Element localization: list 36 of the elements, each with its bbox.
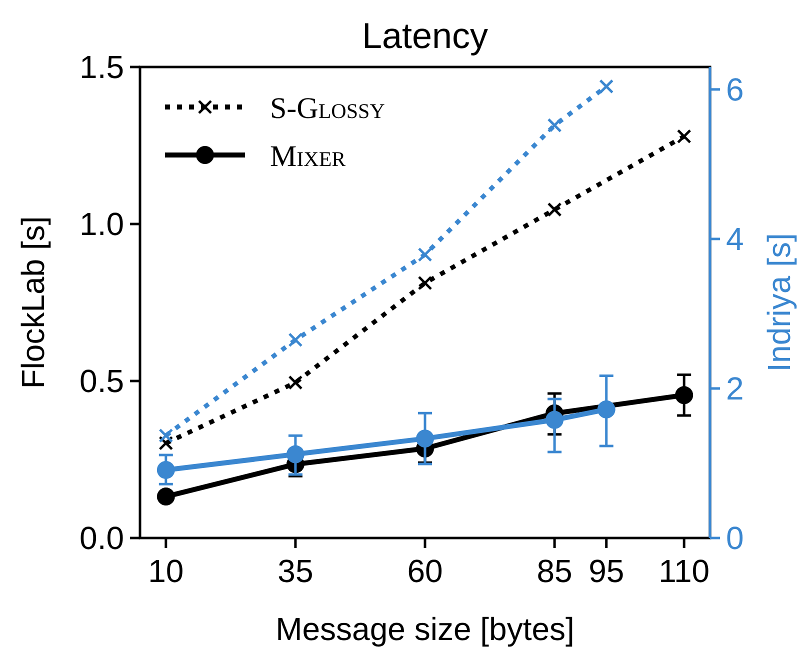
y2-tick-label: 6 — [726, 71, 744, 108]
point — [675, 386, 694, 404]
point — [156, 488, 175, 506]
point — [286, 445, 304, 464]
point — [156, 460, 175, 479]
point — [599, 79, 614, 94]
point — [418, 247, 432, 262]
y-tick-label: 1.5 — [80, 49, 124, 85]
point — [288, 332, 303, 348]
point — [676, 129, 692, 144]
y-axis-title: FlockLab [s] — [15, 216, 51, 389]
y-tick-label: 0.5 — [80, 363, 124, 399]
chart-title: Latency — [362, 15, 488, 56]
point — [597, 400, 616, 418]
point — [288, 375, 303, 390]
point — [418, 276, 432, 290]
point — [546, 410, 564, 429]
legend-label: S-Glossy — [270, 92, 385, 125]
point — [158, 428, 174, 443]
x-axis-title: Message size [bytes] — [276, 611, 574, 647]
point — [547, 118, 562, 133]
point — [547, 202, 562, 217]
y2-axis-title: Indriya [s] — [761, 233, 797, 372]
x-tick-label: 110 — [658, 553, 710, 589]
legend-label: Mixer — [270, 140, 346, 173]
y2-tick-label: 4 — [726, 220, 744, 257]
x-tick-label: 60 — [407, 553, 443, 589]
point — [416, 430, 434, 448]
y2-tick-label: 2 — [726, 370, 744, 406]
y-tick-label: 1.0 — [80, 206, 124, 242]
x-tick-label: 10 — [148, 553, 184, 589]
x-tick-label: 85 — [536, 553, 572, 589]
y2-tick-label: 0 — [726, 520, 744, 556]
x-tick-label: 95 — [588, 553, 624, 589]
y-tick-label: 0.0 — [80, 520, 124, 556]
x-tick-label: 35 — [278, 553, 314, 589]
